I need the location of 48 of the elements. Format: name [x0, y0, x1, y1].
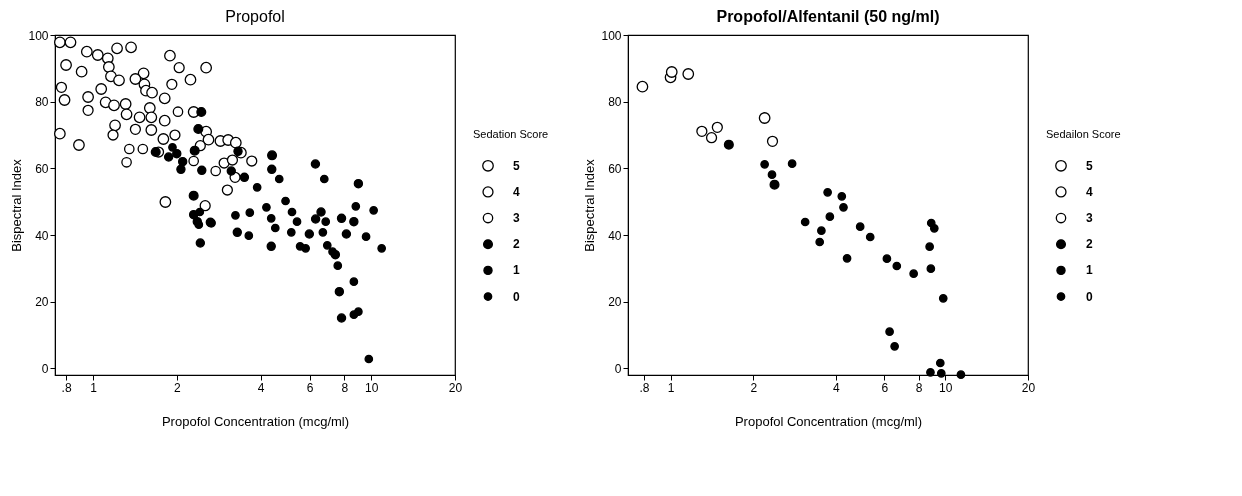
x-tick-label: 1	[667, 380, 675, 395]
x-tick-label: 8	[915, 380, 923, 395]
legend-label: 5	[1086, 158, 1093, 173]
y-tick-label: 80	[35, 95, 49, 110]
y-tick-label: 0	[41, 361, 49, 376]
x-tick-label: 20	[1021, 380, 1036, 395]
legend-title: Sedailon Score	[1046, 128, 1121, 140]
x-axis-title: Propofol Concentration (mcg/ml)	[161, 413, 350, 429]
chart-title: Propofol/Alfentanil (50 ng/ml)	[716, 8, 940, 25]
legend-label: 2	[1086, 237, 1093, 252]
x-tick-label: 10	[939, 380, 953, 395]
x-axis-title: Propofol Concentration (mcg/ml)	[734, 413, 923, 429]
y-tick-label: 20	[608, 295, 622, 310]
x-tick-label: 4	[257, 380, 265, 395]
legend-label: 3	[513, 211, 520, 226]
legend-title: Sedation Score	[473, 128, 549, 140]
x-tick-label: 6	[881, 380, 889, 395]
y-tick-label: 60	[35, 161, 49, 176]
x-tick-label: .8	[639, 380, 650, 395]
legend-label: 2	[513, 237, 520, 252]
y-tick-label: 0	[614, 361, 622, 376]
y-axis-title: Bispectral Index	[9, 158, 25, 252]
chart-title: Propofol	[225, 8, 285, 25]
x-tick-label: 2	[173, 380, 181, 395]
y-tick-label: 100	[28, 28, 49, 43]
y-tick-label: 40	[35, 228, 49, 243]
legend-label: 0	[513, 289, 520, 304]
x-tick-label: 20	[448, 380, 463, 395]
legend-label: 1	[513, 263, 520, 278]
y-tick-label: 100	[601, 28, 622, 43]
x-tick-label: 1	[90, 380, 98, 395]
legend-label: 4	[513, 184, 520, 199]
legend-label: 4	[1086, 184, 1093, 199]
x-tick-label: 6	[306, 380, 314, 395]
x-tick-label: .8	[61, 380, 72, 395]
x-tick-label: 2	[750, 380, 758, 395]
y-axis-title: Bispectral Index	[582, 158, 598, 252]
legend-label: 1	[1086, 263, 1093, 278]
legend-label: 5	[513, 158, 520, 173]
y-tick-label: 60	[608, 161, 622, 176]
x-tick-label: 8	[341, 380, 349, 395]
y-tick-label: 20	[35, 295, 49, 310]
legend-label: 0	[1086, 289, 1093, 304]
legend-label: 3	[1086, 211, 1093, 226]
x-tick-label: 4	[833, 380, 841, 395]
y-tick-label: 40	[608, 228, 622, 243]
y-tick-label: 80	[608, 95, 622, 110]
x-tick-label: 10	[365, 380, 379, 395]
